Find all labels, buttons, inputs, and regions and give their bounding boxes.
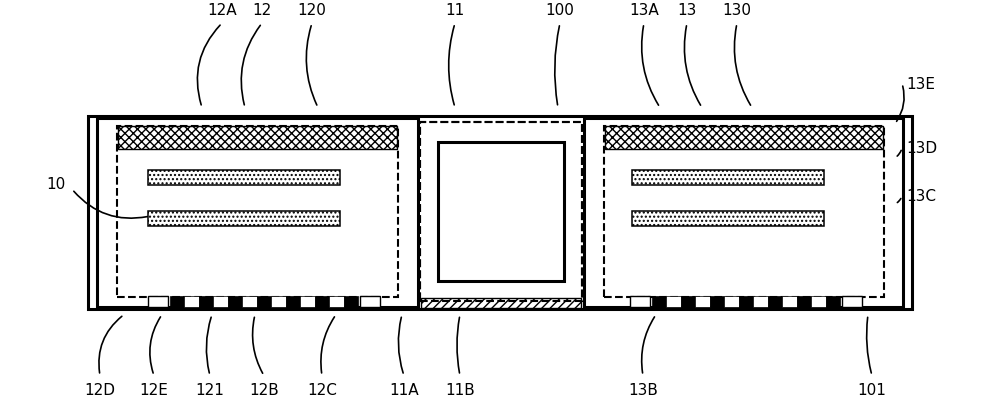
Text: 101: 101 (858, 382, 886, 397)
Text: 12A: 12A (207, 3, 237, 18)
Bar (257, 296, 271, 307)
Bar (228, 296, 242, 307)
Bar (315, 296, 329, 307)
Bar (360, 296, 380, 307)
Bar (768, 296, 782, 307)
Bar (420, 122, 582, 302)
Bar (604, 126, 884, 298)
Bar (118, 127, 397, 149)
Text: 12: 12 (252, 3, 272, 18)
Text: 13: 13 (677, 3, 697, 18)
Bar (286, 296, 300, 307)
Bar (148, 170, 340, 185)
Bar (753, 296, 768, 307)
Text: 13A: 13A (629, 3, 659, 18)
Bar (271, 296, 286, 307)
Text: 13C: 13C (906, 189, 936, 204)
Bar (170, 296, 184, 307)
Bar (584, 118, 903, 307)
Bar (199, 296, 213, 307)
Bar (438, 142, 564, 282)
Bar (605, 127, 883, 149)
Bar (300, 296, 315, 307)
Bar (421, 299, 581, 308)
Bar (97, 118, 418, 307)
Text: 10: 10 (46, 177, 66, 192)
Text: 12B: 12B (249, 382, 279, 397)
Bar (826, 296, 840, 307)
Text: 11B: 11B (445, 382, 475, 397)
Bar (88, 116, 912, 309)
Bar (632, 170, 824, 185)
Bar (797, 296, 811, 307)
Bar (842, 296, 862, 307)
Bar (184, 296, 199, 307)
Bar (242, 296, 257, 307)
Bar (695, 296, 710, 307)
Bar (782, 296, 797, 307)
Bar (652, 296, 666, 307)
Text: 121: 121 (196, 382, 224, 397)
Bar (681, 296, 695, 307)
Text: 12D: 12D (84, 382, 116, 397)
Bar (632, 211, 824, 227)
Bar (344, 296, 358, 307)
Bar (630, 296, 650, 307)
Text: 13B: 13B (628, 382, 658, 397)
Bar (148, 296, 168, 307)
Text: 11A: 11A (389, 382, 419, 397)
Text: 130: 130 (722, 3, 752, 18)
Text: 11: 11 (445, 3, 465, 18)
Text: 100: 100 (546, 3, 574, 18)
Bar (329, 296, 344, 307)
Bar (420, 122, 582, 302)
Text: 12C: 12C (307, 382, 337, 397)
Text: 13D: 13D (906, 141, 937, 156)
Text: 120: 120 (298, 3, 326, 18)
Text: 12E: 12E (140, 382, 168, 397)
Bar (666, 296, 681, 307)
Bar (213, 296, 228, 307)
Text: 13E: 13E (906, 77, 935, 92)
Bar (739, 296, 753, 307)
Bar (148, 211, 340, 227)
Bar (117, 126, 398, 298)
Bar (724, 296, 739, 307)
Bar (811, 296, 826, 307)
Bar (710, 296, 724, 307)
